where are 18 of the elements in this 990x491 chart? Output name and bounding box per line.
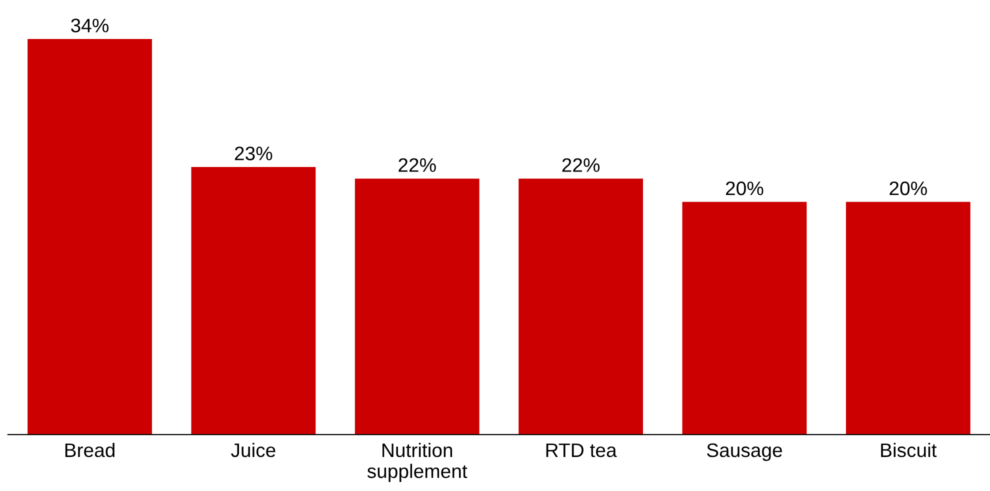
data-label: 20% bbox=[890, 181, 927, 196]
data-label: 22% bbox=[398, 158, 436, 172]
bar bbox=[846, 202, 970, 435]
data-label: 23% bbox=[234, 146, 272, 160]
data-label: 20% bbox=[726, 181, 764, 196]
bar bbox=[354, 178, 480, 435]
data-label: 34% bbox=[71, 18, 109, 32]
x-tick-label: Juice bbox=[231, 442, 276, 458]
bar bbox=[518, 178, 643, 435]
x-tick-label: Nutrition supplement bbox=[367, 442, 468, 482]
data-label: 22% bbox=[562, 158, 600, 172]
bar bbox=[682, 202, 807, 435]
bar bbox=[191, 166, 316, 435]
x-tick-label: Sausage bbox=[706, 443, 782, 461]
x-tick-label: Biscuit bbox=[881, 442, 937, 458]
bar bbox=[28, 39, 152, 435]
x-tick-label: RTD tea bbox=[546, 444, 617, 458]
x-tick-label: Bread bbox=[65, 442, 114, 458]
